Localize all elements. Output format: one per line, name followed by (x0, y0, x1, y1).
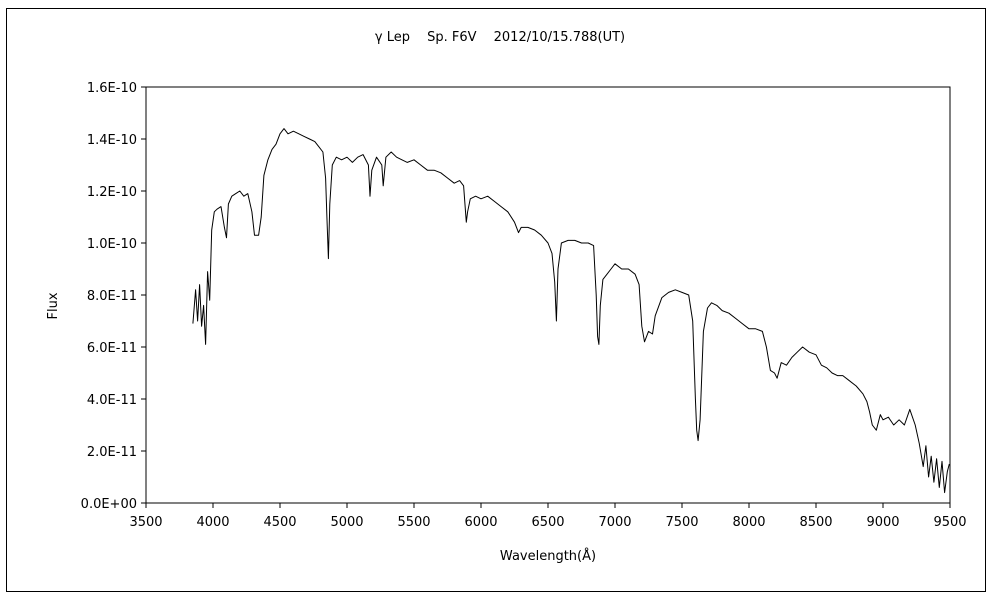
x-tick-label: 4000 (196, 515, 229, 530)
y-tick-label: 0.0E+00 (81, 497, 137, 512)
x-axis: 3500 4000 4500 5000 5500 6000 6500 7000 7500 8000… (129, 503, 967, 530)
y-axis: 0.0E+00 2.0E-11 4.0E-11 6.0E-11 8.0E-11 1.0E-… (81, 81, 146, 512)
x-tick-label: 8000 (732, 515, 765, 530)
x-tick-label: 5000 (330, 515, 363, 530)
x-tick-label: 4500 (263, 515, 296, 530)
y-tick-label: 1.2E-10 (87, 185, 137, 200)
y-tick-label: 1.4E-10 (87, 133, 137, 148)
x-tick-label: 9000 (866, 515, 899, 530)
y-tick-label: 6.0E-11 (87, 341, 137, 356)
plot-area (145, 86, 951, 504)
series-layer (192, 128, 950, 494)
x-tick-label: 8500 (799, 515, 832, 530)
x-tick-label: 7500 (665, 515, 698, 530)
x-tick-label: 5500 (397, 515, 430, 530)
y-tick-label: 1.0E-10 (87, 237, 137, 252)
y-tick-label: 1.6E-10 (87, 81, 137, 96)
y-tick-label: 8.0E-11 (87, 289, 137, 304)
x-tick-label: 7000 (598, 515, 631, 530)
x-tick-label: 3500 (129, 515, 162, 530)
y-axis-label: Flux (46, 292, 61, 319)
y-tick-label: 2.0E-11 (87, 445, 137, 460)
x-tick-label: 6000 (464, 515, 497, 530)
chart-title: γ Lep Sp. F6V 2012/10/15.788(UT) (375, 30, 625, 45)
x-axis-label: Wavelength(Å) (500, 548, 596, 564)
x-tick-label: 6500 (531, 515, 564, 530)
y-tick-label: 4.0E-11 (87, 393, 137, 408)
x-tick-label: 9500 (933, 515, 966, 530)
spectrum-line (192, 128, 950, 494)
